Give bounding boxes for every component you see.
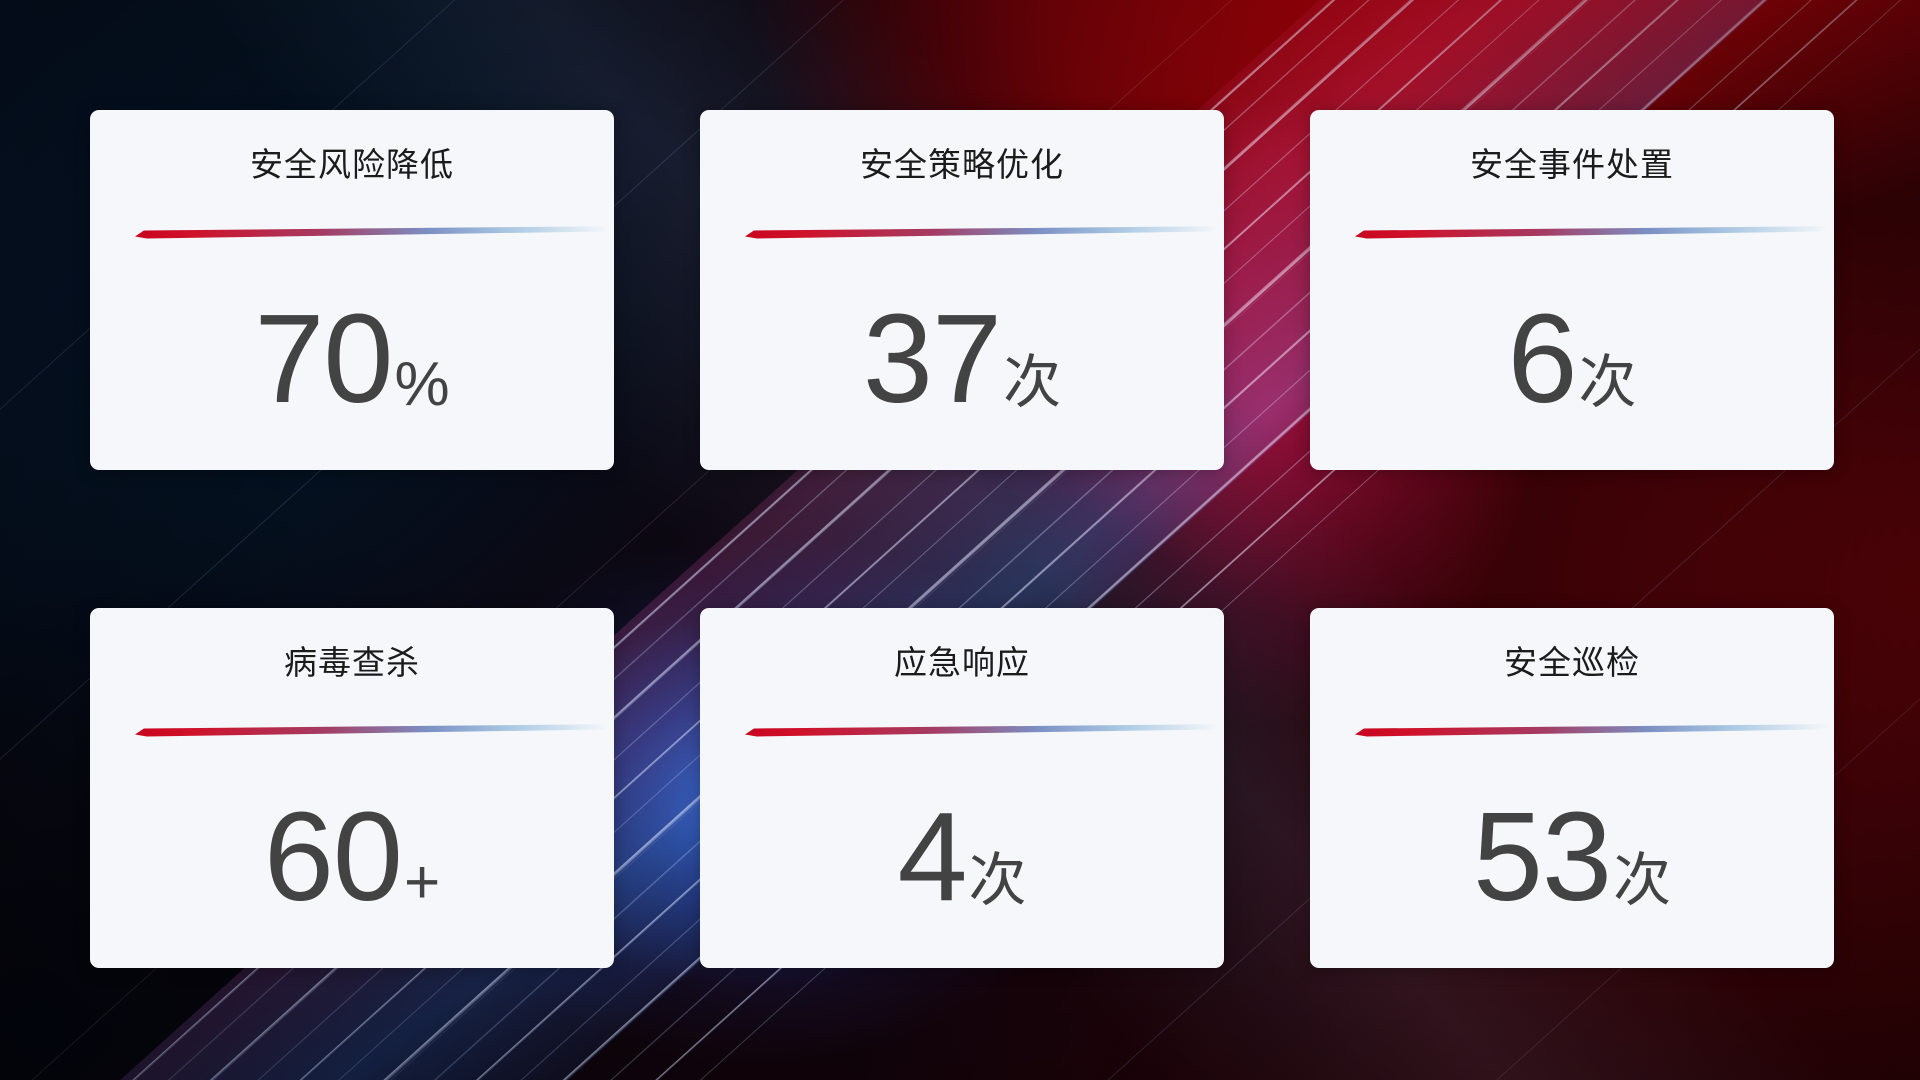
stat-value-suffix: 次 <box>1003 350 1062 415</box>
stat-value-suffix: + <box>403 848 441 917</box>
stat-card-title: 安全巡检 <box>1504 644 1640 681</box>
stat-card-value: 70% <box>90 258 614 429</box>
stat-value-number: 53 <box>1472 785 1612 927</box>
stat-value-number: 6 <box>1507 287 1577 429</box>
stat-card-title: 安全事件处置 <box>1470 146 1674 183</box>
stat-value-suffix: 次 <box>1613 848 1672 913</box>
stat-value-number: 37 <box>862 287 1002 429</box>
stat-card[interactable]: 安全巡检 53 次 <box>1310 608 1834 968</box>
stat-value-number: 70 <box>254 287 393 429</box>
stat-card-value: 37 次 <box>700 258 1224 429</box>
gradient-divider <box>745 720 1218 738</box>
stat-card-title: 应急响应 <box>894 644 1030 681</box>
stat-value-suffix: 次 <box>968 848 1027 913</box>
stat-value-number: 4 <box>897 785 967 927</box>
gradient-divider <box>135 720 608 738</box>
stat-card-title: 病毒查杀 <box>284 644 420 681</box>
stat-card[interactable]: 安全策略优化 37 次 <box>700 110 1224 470</box>
stat-value-suffix: 次 <box>1578 350 1637 415</box>
stat-value-suffix: % <box>394 350 450 419</box>
gradient-divider <box>1355 222 1828 240</box>
gradient-divider <box>745 222 1218 240</box>
stat-card-title: 安全策略优化 <box>860 146 1064 183</box>
stat-card-title: 安全风险降低 <box>250 146 454 183</box>
gradient-divider <box>1355 720 1828 738</box>
stat-card-value: 60 + <box>90 756 614 927</box>
stat-card-value: 53 次 <box>1310 756 1834 927</box>
gradient-divider <box>135 222 608 240</box>
stat-value-number: 60 <box>263 785 403 927</box>
stat-card[interactable]: 安全风险降低 <box>90 110 614 470</box>
stat-card-grid: 安全风险降低 <box>90 110 1834 968</box>
stat-card[interactable]: 病毒查杀 60 + <box>90 608 614 968</box>
